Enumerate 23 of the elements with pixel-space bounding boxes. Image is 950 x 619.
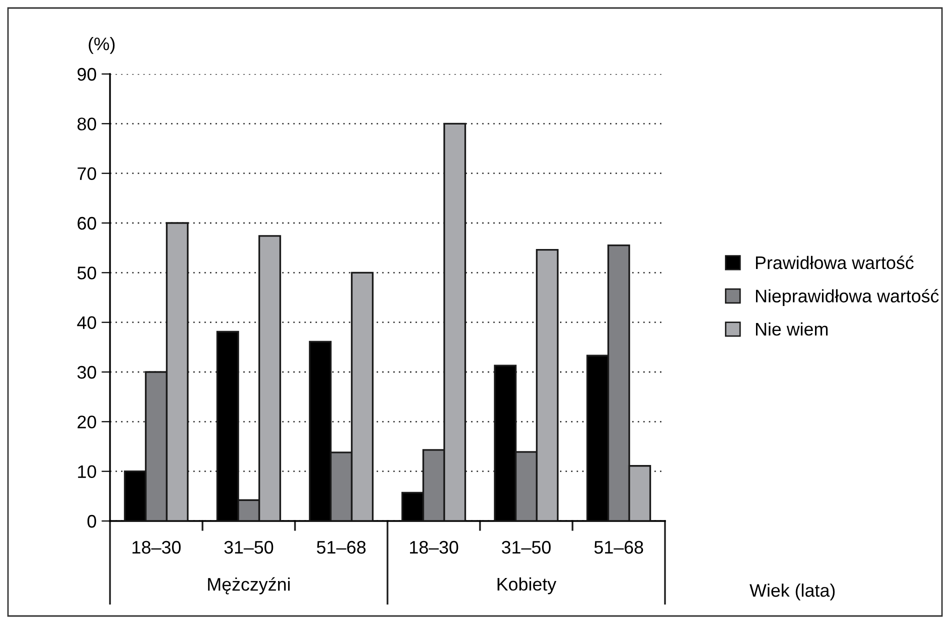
x-tick-label: 18–30 bbox=[132, 540, 181, 554]
y-tick-label: 10 bbox=[78, 465, 96, 478]
x-axis-title: Wiek (lata) bbox=[750, 584, 835, 600]
text: Mężczyźni bbox=[208, 577, 290, 594]
y-tick-label: 90 bbox=[78, 68, 96, 81]
y-tick-label: 20 bbox=[78, 416, 96, 428]
legend-label: Nie wiem bbox=[756, 322, 828, 336]
legend-label: Prawidłowa wartość bbox=[756, 256, 914, 270]
y-tick-label: 50 bbox=[77, 266, 96, 280]
y-tick-label: 60 bbox=[78, 216, 96, 230]
legend-label: Nieprawidłowa wartość bbox=[756, 288, 939, 306]
x-tick-label: 51–68 bbox=[594, 540, 644, 554]
y-tick-label: 70 bbox=[78, 167, 96, 180]
x-tick-label: 51–68 bbox=[316, 540, 366, 554]
text: Kobiety bbox=[498, 577, 556, 594]
y-tick-label: 40 bbox=[77, 316, 96, 330]
x-tick-label: 18–30 bbox=[410, 540, 458, 554]
y-tick-label: 80 bbox=[78, 118, 96, 130]
x-tick-label: 31–50 bbox=[224, 540, 274, 554]
y-tick-label: 30 bbox=[77, 366, 96, 379]
y-axis-title: (%) bbox=[88, 37, 115, 54]
x-tick-label: 31–50 bbox=[502, 540, 551, 554]
y-tick-label: 0 bbox=[87, 514, 96, 528]
